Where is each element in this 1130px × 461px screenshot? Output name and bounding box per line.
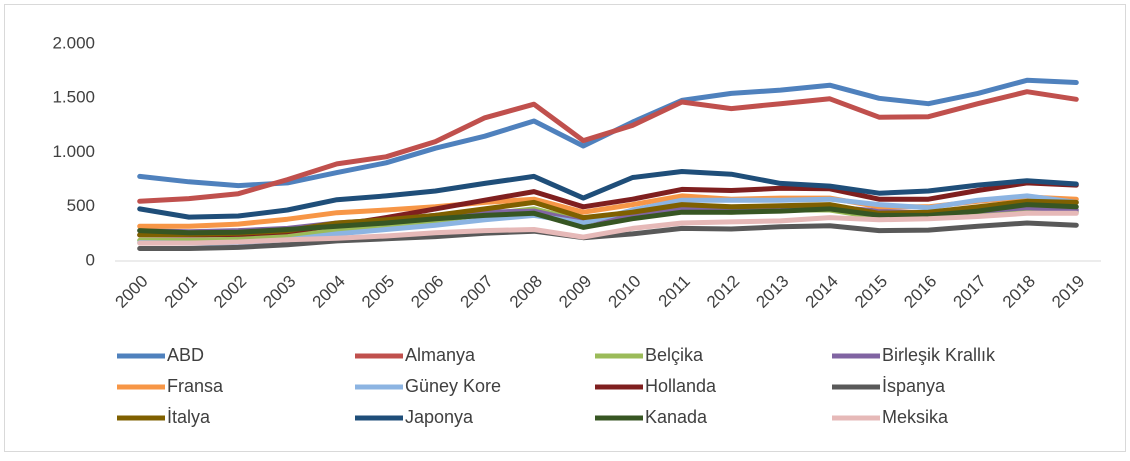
y-tick-label: 1.500: [52, 88, 95, 107]
y-tick-label: 1.000: [52, 142, 95, 161]
legend-label: Birleşik Krallık: [882, 345, 996, 365]
series-line: [137, 220, 1079, 251]
legend-label: Güney Kore: [405, 376, 501, 396]
legend-label: Almanya: [405, 345, 476, 365]
legend-label: İspanya: [882, 376, 946, 396]
legend-label: Belçika: [645, 345, 704, 365]
legend-label: Japonya: [405, 407, 474, 427]
legend-label: ABD: [167, 345, 204, 365]
legend-label: Hollanda: [645, 376, 717, 396]
series-line: [137, 202, 1079, 236]
series-line: [137, 210, 1079, 246]
series-line: [137, 89, 1079, 204]
legend-label: İtalya: [167, 407, 211, 427]
legend-label: Kanada: [645, 407, 708, 427]
y-tick-label: 2.000: [52, 33, 95, 52]
series-line: [137, 169, 1079, 220]
y-tick-label: 0: [86, 250, 95, 269]
legend-label: Fransa: [167, 376, 224, 396]
y-tick-label: 500: [67, 196, 95, 215]
legend-label: Meksika: [882, 407, 949, 427]
